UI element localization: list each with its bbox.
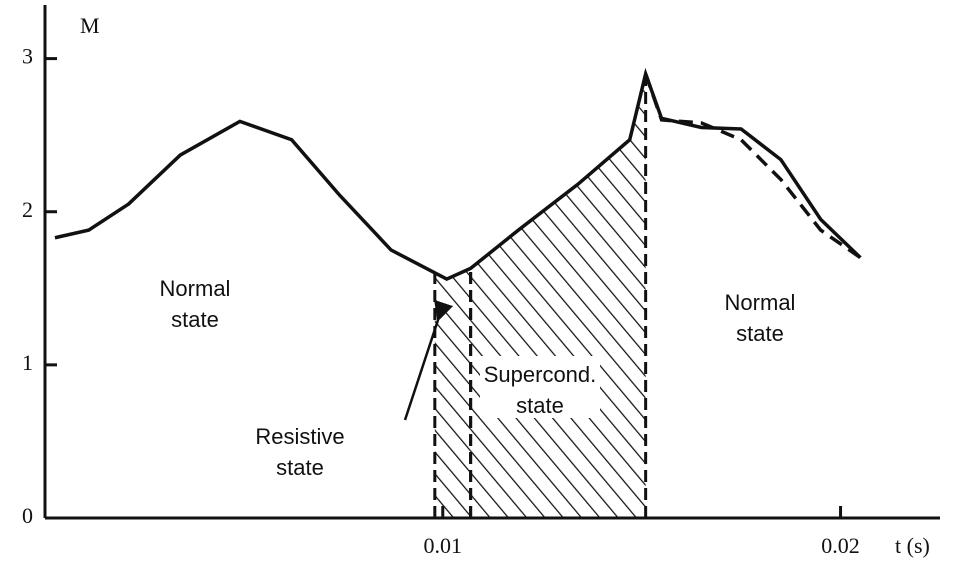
annotation: state [736,321,784,346]
annotation: Normal [725,290,796,315]
annotation: Resistive [255,424,344,449]
annotation: state [276,455,324,480]
line-series [643,73,862,260]
annotation-arrow [403,299,454,421]
label-background [480,356,600,418]
annotation: Normal [160,276,231,301]
line-series [54,67,862,282]
annotation: state [516,393,564,418]
x-tick-label: 0.01 [424,533,463,558]
regions [433,73,648,518]
y-tick-label: 3 [22,44,33,69]
x-axis-label: t (s) [895,533,930,558]
y-tick-label: 2 [22,197,33,222]
y-tick-label: 1 [22,350,33,375]
hatched-region [470,73,646,518]
x-tick-label: 0.02 [821,533,860,558]
y-axis-label: M [80,13,100,38]
hatched-region [434,268,471,518]
annotation: Supercond. [484,362,597,387]
annotation: state [171,307,219,332]
y-tick-label: 0 [22,503,33,528]
